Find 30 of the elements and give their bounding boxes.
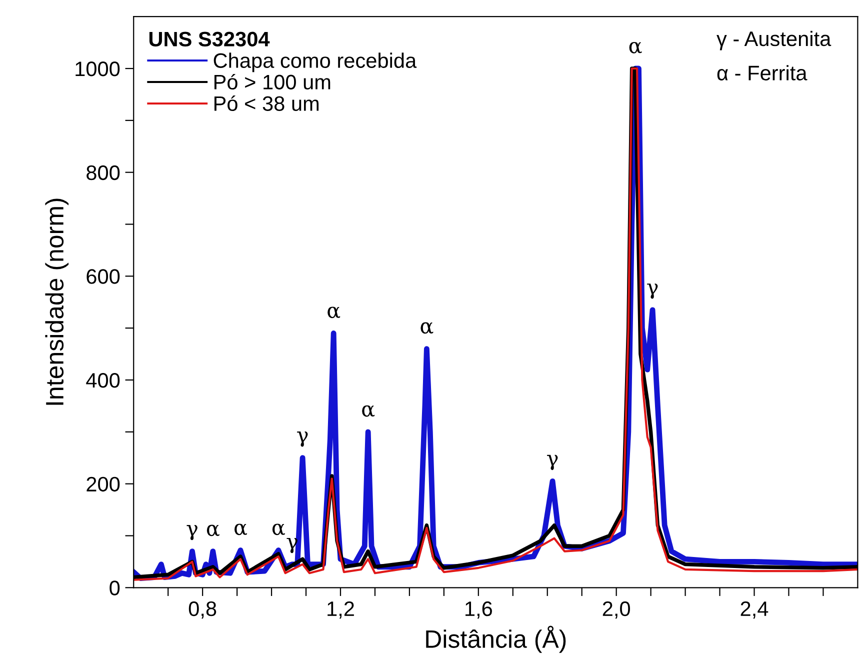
annotation: α [272, 524, 285, 536]
annotation: γ [297, 432, 308, 447]
legend-label: Chapa como recebida [214, 52, 417, 72]
y-tick-label: 200 [86, 476, 120, 492]
annotation: γ [547, 454, 558, 470]
annotation: α [629, 42, 642, 54]
y-tick-label: 600 [86, 269, 120, 284]
x-tick-label: 2,0 [602, 601, 630, 619]
legend-label: Pó > 100 um [214, 74, 330, 90]
annotation: α [206, 524, 220, 536]
annotation: γ [647, 284, 658, 299]
y-tick-label: 400 [86, 372, 120, 388]
annotation: γ [186, 524, 198, 540]
y-tick-label: 0 [110, 580, 120, 596]
annotation: α [362, 405, 375, 417]
annotation: α [328, 306, 340, 318]
annotation: α - Ferrita [717, 65, 808, 80]
x-axis-title: Distância (Å) [426, 626, 566, 653]
legend-title: UNS S32304 [149, 32, 270, 47]
x-tick-label: 1,2 [328, 601, 354, 619]
legend-label: Pó < 38 um [214, 95, 319, 111]
annotation: α [420, 322, 434, 334]
x-tick-label: 0,8 [188, 601, 216, 619]
y-axis-title: Intensidade (norm) [45, 198, 69, 405]
annotation: α [234, 524, 247, 536]
x-tick-label: 1,6 [466, 601, 492, 619]
x-tick-label: 2,4 [740, 601, 768, 619]
y-tick-label: 800 [86, 165, 120, 180]
y-tick-label: 1000 [76, 62, 120, 76]
annotation: γ - Austenita [716, 30, 832, 50]
